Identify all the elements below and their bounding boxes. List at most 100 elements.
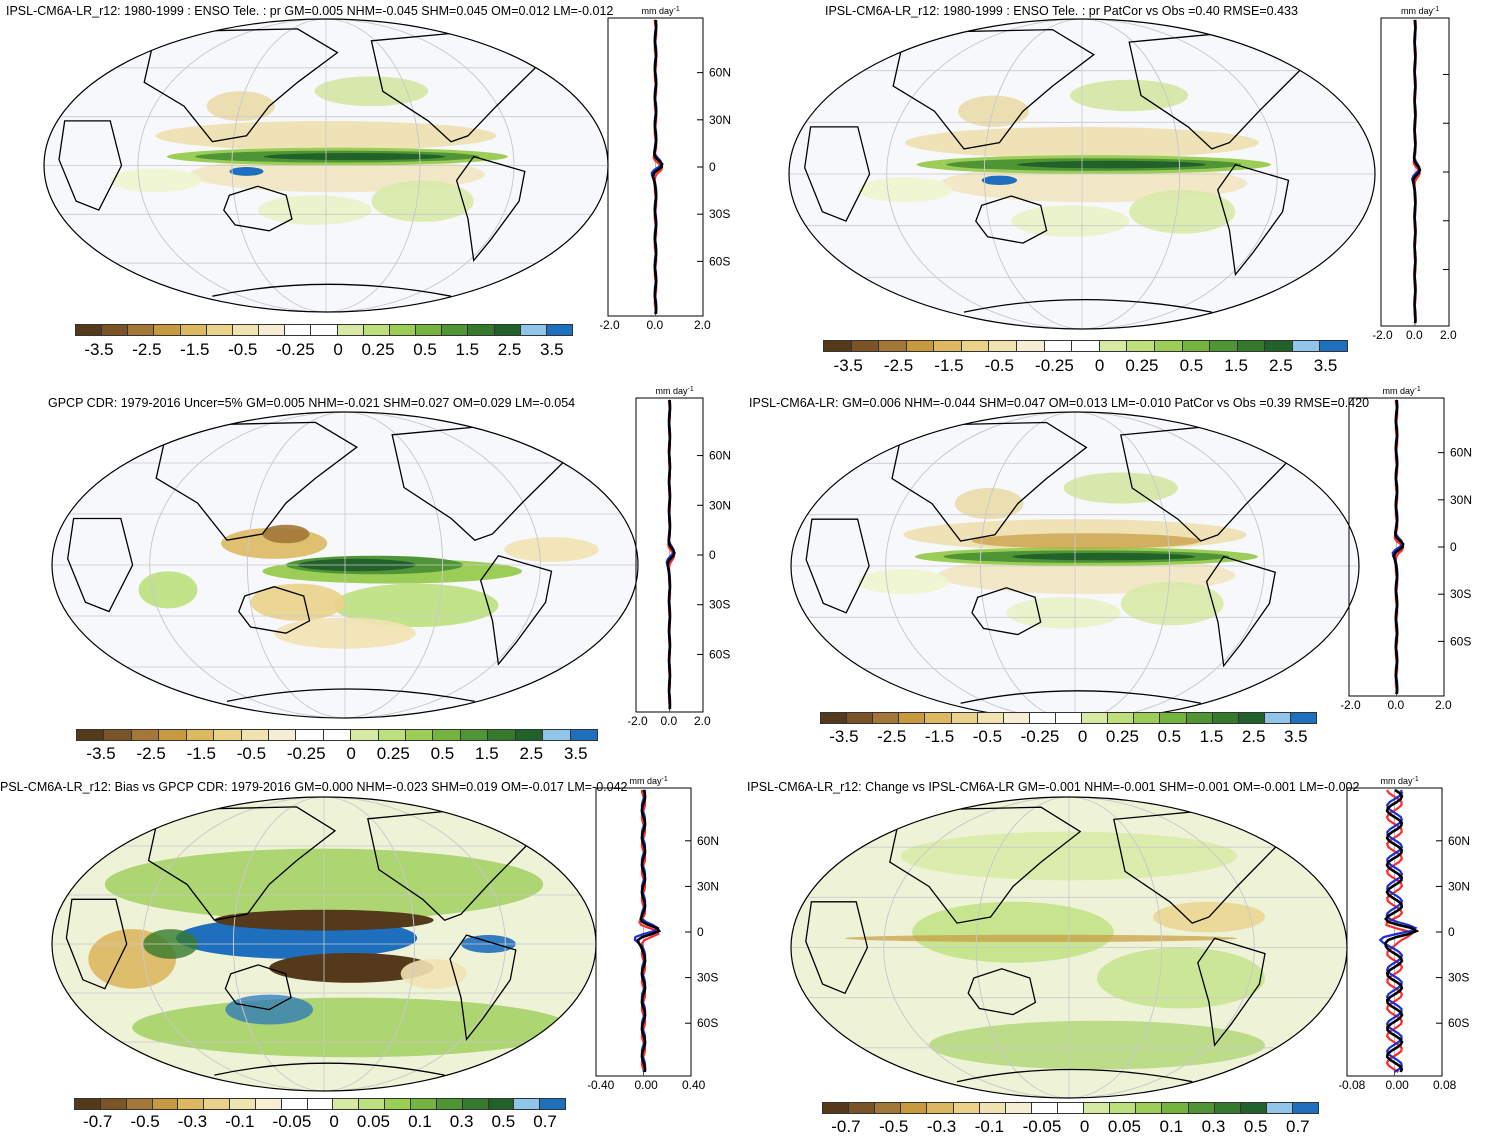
field-blob xyxy=(1012,552,1196,561)
map-fill xyxy=(44,19,608,312)
profile-axes: mm day-1 60N 30N 0 30S 60S -2.0 0.0 2.0 xyxy=(1341,386,1472,712)
profile-curve xyxy=(633,789,660,1073)
field-blob xyxy=(912,901,1114,963)
lat-label: 30N xyxy=(1450,493,1472,507)
map-fill xyxy=(52,797,596,1091)
colorbar-swatch xyxy=(230,1099,256,1109)
colorbar-swatch xyxy=(436,1099,463,1109)
graticule xyxy=(44,19,608,312)
field-blob xyxy=(371,180,474,222)
colorbar-label: -3.5 xyxy=(84,340,114,359)
lat-label: 30N xyxy=(709,113,731,127)
colorbar-swatch xyxy=(410,1099,437,1109)
panel-3: IPSL-CM6A-LR: GM=0.006 NHM=-0.044 SHM=0.… xyxy=(745,380,1491,770)
colorbar-label: 0.3 xyxy=(1201,1117,1226,1136)
map xyxy=(43,18,609,313)
colorbar-swatch xyxy=(285,325,312,335)
colorbar-swatch xyxy=(204,1099,231,1109)
field-blob xyxy=(400,958,467,989)
x-tick-label: 0.0 xyxy=(1406,328,1423,342)
lat-label: 0 xyxy=(697,925,704,939)
colorbar-swatch xyxy=(570,730,598,740)
colorbar-swatch xyxy=(851,341,880,351)
zonal-profile: mm day-1 60N 30N 0 30S 60S -0.08 0.00 0.08 xyxy=(1339,776,1470,1092)
field-blob xyxy=(262,524,310,544)
colorbar-label: 0.25 xyxy=(376,744,410,763)
field-blob xyxy=(857,569,950,595)
graticule xyxy=(52,797,596,1091)
colorbar-label: -2.5 xyxy=(136,744,166,763)
colorbar-swatch xyxy=(875,1103,902,1113)
x-tick-label: 2.0 xyxy=(1440,328,1457,342)
panel-4: PSL-CM6A-LR_r12: Bias vs GPCP CDR: 1979-… xyxy=(0,770,745,1134)
lat-label: 60S xyxy=(1450,634,1471,648)
colorbar-swatch xyxy=(1072,341,1100,351)
colorbar-swatch xyxy=(989,341,1018,351)
colorbar-label: -2.5 xyxy=(877,727,907,746)
graticule xyxy=(789,19,1375,329)
field-blob xyxy=(250,583,345,621)
colorbar-swatch xyxy=(1055,713,1083,723)
colorbar-swatch xyxy=(268,730,297,740)
colorbar-swatch xyxy=(1134,713,1161,723)
colorbar-swatch xyxy=(104,730,132,740)
colorbar-label: -1.5 xyxy=(934,356,964,375)
field-blob xyxy=(314,76,429,107)
x-tick-label: 0.0 xyxy=(1388,698,1405,712)
lat-label: 60N xyxy=(709,449,731,463)
colorbar-swatch xyxy=(847,713,874,723)
colorbar-swatch xyxy=(1162,1103,1189,1113)
colorbar-labels: -3.5 -2.5 -1.5 -0.5 -0.25 0 0.25 0.5 1.5 2.5 3.5 xyxy=(820,727,1317,747)
colorbar-label: 0.5 xyxy=(491,1112,516,1131)
lat-label: 30S xyxy=(697,971,718,985)
field-blob xyxy=(229,166,264,176)
colorbar-swatch xyxy=(1057,1103,1085,1113)
colorbar-swatch xyxy=(433,730,461,740)
x-tick-label: -0.40 xyxy=(588,1078,615,1092)
colorbar-swatch xyxy=(543,730,571,740)
colorbar-swatch xyxy=(488,730,516,740)
colorbar-label: 2.5 xyxy=(519,744,544,763)
x-tick-label: 0.0 xyxy=(647,318,664,332)
colorbar-swatch xyxy=(1127,341,1155,351)
x-tick-label: 0.40 xyxy=(682,1078,706,1092)
lat-label: 30S xyxy=(709,207,730,221)
zonal-profile: mm day-1 60N 30N 0 30S 60S -2.0 0.0 2.0 xyxy=(600,6,731,332)
field-blob xyxy=(504,537,599,562)
colorbar-swatch xyxy=(1212,713,1239,723)
colorbar-label: 0 xyxy=(333,340,343,359)
unit-label: mm day-1 xyxy=(1383,386,1421,396)
profile-axes: mm day-1 60N 30N 0 30S 60S -2.0 0.0 2.0 xyxy=(628,386,731,728)
colorbar-swatch xyxy=(906,341,935,351)
colorbar-swatch xyxy=(823,1103,850,1113)
colorbar-label: -0.1 xyxy=(974,1117,1005,1136)
colorbar-swatch xyxy=(128,325,155,335)
unit-exponent: -1 xyxy=(1433,6,1439,13)
colorbar-label: -0.05 xyxy=(272,1112,312,1131)
profile-axes: mm day-1 60N 30N 0 30S 60S -2.0 0.0 2.0 xyxy=(600,6,731,332)
colorbar-label: 0.7 xyxy=(1286,1117,1310,1136)
colorbar-swatch xyxy=(1210,341,1238,351)
x-tick-label: 2.0 xyxy=(694,714,711,728)
map xyxy=(51,796,597,1092)
unit-label: mm day-1 xyxy=(642,6,680,16)
field-blob xyxy=(138,571,198,609)
unit-label: mm day-1 xyxy=(1401,6,1439,16)
colorbar-swatch xyxy=(333,1099,360,1109)
colorbar-label: 0.7 xyxy=(533,1112,557,1131)
colorbar-swatch xyxy=(899,713,926,723)
colorbar-swatch xyxy=(406,730,434,740)
colorbar-swatch xyxy=(359,1099,386,1109)
colorbar-swatch xyxy=(154,325,181,335)
colorbar-swatch xyxy=(927,1103,954,1113)
map-fill xyxy=(52,412,638,718)
colorbar-swatch xyxy=(159,730,187,740)
colorbar-swatch xyxy=(925,713,952,723)
colorbar-label: 1.5 xyxy=(1199,727,1224,746)
colorbar-swatch xyxy=(214,730,242,740)
colorbar-swatch xyxy=(821,713,848,723)
colorbar-label: 0.5 xyxy=(1157,727,1182,746)
colorbar-label: -0.5 xyxy=(984,356,1014,375)
colorbar-swatch xyxy=(323,730,352,740)
x-tick-label: 0.08 xyxy=(1433,1078,1457,1092)
